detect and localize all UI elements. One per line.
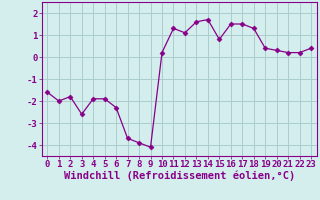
X-axis label: Windchill (Refroidissement éolien,°C): Windchill (Refroidissement éolien,°C) (64, 171, 295, 181)
